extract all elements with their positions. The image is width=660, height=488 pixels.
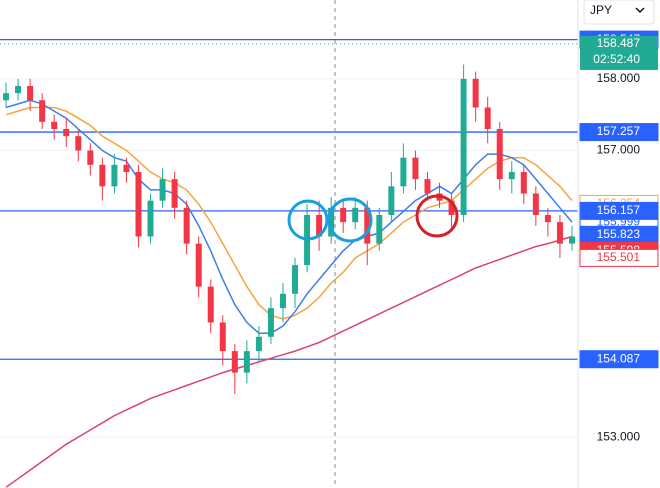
candle-body xyxy=(159,179,166,201)
last-price-label: 158.487 xyxy=(597,36,641,50)
candle-body xyxy=(532,193,539,215)
y-tick-label: 157.000 xyxy=(597,143,641,157)
candle-body xyxy=(171,179,178,208)
level-tag xyxy=(579,123,659,142)
candle-body xyxy=(328,207,335,237)
candle-body xyxy=(412,157,419,180)
candle-body xyxy=(219,322,226,352)
candle-body xyxy=(267,308,274,337)
candle-body xyxy=(195,243,202,287)
candle-body xyxy=(520,171,527,194)
candle-body xyxy=(243,351,250,373)
candle-body xyxy=(496,128,503,180)
candle-body xyxy=(388,186,395,215)
candle-body xyxy=(75,136,82,151)
candle-body xyxy=(352,207,359,223)
level-tag-label: 154.087 xyxy=(597,351,641,365)
level-tag xyxy=(579,201,659,220)
candle-body xyxy=(544,214,551,223)
candle-body xyxy=(87,150,94,165)
countdown-label: 02:52:40 xyxy=(593,52,640,66)
plot-area xyxy=(0,38,578,488)
overlay: 153.000157.000158.000156.254155.999155.8… xyxy=(579,30,659,443)
indicator-tag-label: 155.501 xyxy=(597,250,641,264)
indicator-tag-label: 155.823 xyxy=(597,227,641,241)
candle-body xyxy=(99,164,106,187)
candle-body xyxy=(484,107,491,129)
candle-body xyxy=(231,351,238,373)
candle-body xyxy=(556,222,563,244)
candle-body xyxy=(508,171,515,180)
currency-button[interactable] xyxy=(583,0,655,25)
candle-body xyxy=(39,100,46,122)
candle-body xyxy=(147,200,154,237)
annotation-circle xyxy=(415,194,459,238)
moving-average xyxy=(5,106,573,320)
level-tag xyxy=(579,350,659,369)
candle-body xyxy=(51,121,58,129)
candle-body xyxy=(364,207,371,244)
candle-body xyxy=(255,336,262,352)
candle-body xyxy=(183,207,190,244)
candle-body xyxy=(292,265,299,294)
candle-body xyxy=(123,164,130,172)
candle-body xyxy=(135,171,142,237)
currency-label: JPY xyxy=(590,3,612,17)
annotation-circle xyxy=(327,197,373,243)
candle-body xyxy=(63,128,70,137)
candle-body xyxy=(568,236,575,244)
candle-body xyxy=(472,78,479,108)
candle-body xyxy=(111,164,118,187)
dropdown-icon xyxy=(635,7,645,14)
candle-body xyxy=(3,93,10,101)
moving-average xyxy=(5,235,573,488)
candle-body xyxy=(340,207,347,223)
annotation-circle xyxy=(287,199,329,241)
candle-body xyxy=(316,214,323,237)
candle-body xyxy=(279,293,286,309)
candle-body xyxy=(376,214,383,244)
candle-body xyxy=(424,179,431,194)
level-tag-label: 157.257 xyxy=(597,124,641,138)
candle-body xyxy=(27,85,34,101)
last-price-tag xyxy=(580,35,658,70)
candle-body xyxy=(15,85,22,94)
candle-body xyxy=(207,286,214,323)
candle-body xyxy=(400,157,407,187)
candle-body xyxy=(460,78,467,215)
candle-body xyxy=(448,200,455,215)
indicator-tag xyxy=(579,248,659,267)
y-tick-label: 158.000 xyxy=(597,71,641,85)
y-tick-label: 153.000 xyxy=(597,429,641,443)
level-tag-label: 156.157 xyxy=(597,203,641,217)
moving-average xyxy=(5,99,573,334)
